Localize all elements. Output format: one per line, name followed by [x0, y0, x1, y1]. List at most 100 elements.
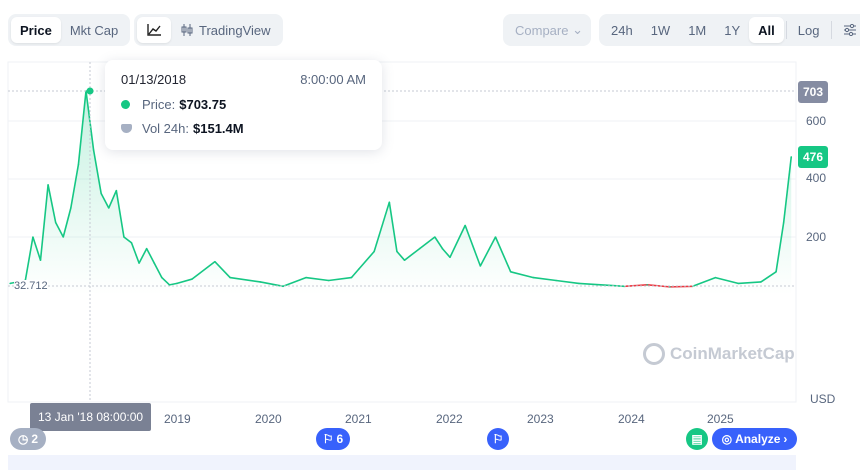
- hover-point: [86, 87, 94, 95]
- price-segment: [441, 248, 451, 258]
- price-point: [161, 276, 163, 279]
- price-point: [153, 262, 156, 264]
- watermark: CoinMarketCap: [643, 343, 795, 365]
- compare-dropdown[interactable]: Compare ⌄: [503, 14, 591, 46]
- tab-mkt-cap[interactable]: Mkt Cap: [69, 22, 119, 38]
- price-segment: [92, 149, 102, 194]
- price-point: [92, 149, 95, 151]
- candlestick-icon: [181, 24, 193, 36]
- price-point: [509, 271, 512, 273]
- price-segment: [85, 90, 95, 151]
- price-segment: [24, 236, 34, 281]
- price-segment: [115, 190, 125, 238]
- x-tick: 2020: [255, 412, 282, 426]
- price-point: [54, 221, 57, 224]
- price-segment: [692, 276, 716, 288]
- price-segment: [130, 242, 140, 264]
- price-segment: [510, 271, 534, 279]
- price-label: Price:: [142, 97, 176, 112]
- price-segment: [373, 201, 391, 252]
- sliders-icon: [843, 24, 856, 36]
- plot-frame: [7, 61, 797, 403]
- chart-type-toggle: TradingView: [134, 14, 283, 46]
- divider: [830, 21, 832, 39]
- tradingview-button[interactable]: TradingView: [171, 17, 280, 43]
- price-segment: [647, 284, 670, 288]
- price-point: [790, 156, 793, 158]
- price-segment: [145, 248, 155, 264]
- tab-price[interactable]: Price: [11, 17, 61, 43]
- y-tick: 400: [805, 171, 826, 185]
- line-chart-icon: [147, 24, 161, 36]
- chevron-down-icon: ⌄: [572, 22, 583, 37]
- price-segment: [108, 190, 118, 209]
- price-segment: [138, 248, 148, 264]
- range-navigator[interactable]: [8, 455, 796, 470]
- tradingview-label: TradingView: [199, 22, 271, 38]
- price-segment: [479, 236, 497, 267]
- price-point: [123, 236, 125, 238]
- price-point: [373, 250, 375, 253]
- range-24h[interactable]: 24h: [611, 22, 633, 38]
- range-1w[interactable]: 1W: [650, 22, 671, 38]
- flag-icon: ⚐: [322, 432, 334, 446]
- range-1m[interactable]: 1M: [688, 22, 707, 38]
- price-segment: [282, 276, 307, 288]
- price-point: [358, 268, 360, 270]
- price-point: [775, 271, 777, 273]
- price-segment: [62, 207, 72, 238]
- price-point: [47, 184, 49, 186]
- price-segment: [70, 164, 80, 209]
- price-point: [214, 260, 216, 263]
- price-segment: [350, 268, 360, 279]
- price-segment: [176, 278, 193, 285]
- price-point: [229, 276, 231, 279]
- price-segment: [305, 276, 329, 282]
- flag-event-button[interactable]: ⚐: [487, 428, 509, 450]
- x-tick: 2025: [707, 412, 734, 426]
- x-tick: 2024: [618, 412, 645, 426]
- history-events-button[interactable]: ◷ 2: [10, 428, 46, 450]
- tooltip-time: 8:00:00 AM: [300, 72, 366, 87]
- document-event-button[interactable]: ▤: [686, 428, 708, 450]
- analyze-button[interactable]: ◎ Analyze ›: [712, 428, 797, 450]
- settings-button[interactable]: [834, 17, 860, 43]
- price-segment: [214, 261, 231, 279]
- chevron-right-icon: ›: [783, 432, 788, 446]
- price-segment: [229, 276, 261, 283]
- price-point: [350, 276, 353, 279]
- price-point: [396, 250, 398, 253]
- price-segment: [39, 184, 49, 261]
- price-point: [494, 236, 497, 238]
- line-chart-button[interactable]: [137, 17, 171, 43]
- range-all[interactable]: All: [749, 17, 784, 43]
- volume-icon: [121, 124, 132, 133]
- price-segment: [191, 261, 216, 280]
- coinmarketcap-logo-icon: [643, 343, 665, 365]
- price-segment: [404, 247, 421, 261]
- divider: [785, 21, 787, 39]
- log-toggle[interactable]: Log: [797, 22, 820, 38]
- price-segment: [715, 276, 739, 285]
- x-tick: 2019: [164, 412, 191, 426]
- flag-events-button[interactable]: ⚐ 6: [316, 428, 350, 450]
- price-point: [737, 282, 739, 285]
- price-point: [138, 262, 140, 264]
- price-point: [191, 278, 193, 280]
- price-point: [130, 242, 133, 244]
- price-point: [305, 276, 307, 279]
- range-1y[interactable]: 1Y: [724, 22, 741, 38]
- price-segment: [100, 193, 110, 209]
- price-segment: [77, 90, 87, 165]
- price-point: [32, 236, 34, 238]
- price-segment: [533, 276, 557, 282]
- flag-icon: ⚐: [492, 432, 504, 446]
- price-segment: [419, 236, 436, 250]
- price-segment: [153, 262, 163, 278]
- price-point: [115, 189, 118, 192]
- price-point: [646, 284, 648, 286]
- metric-toggle: Price Mkt Cap: [8, 14, 131, 46]
- price-point: [176, 282, 178, 285]
- volume-label: Vol 24h:: [142, 121, 189, 136]
